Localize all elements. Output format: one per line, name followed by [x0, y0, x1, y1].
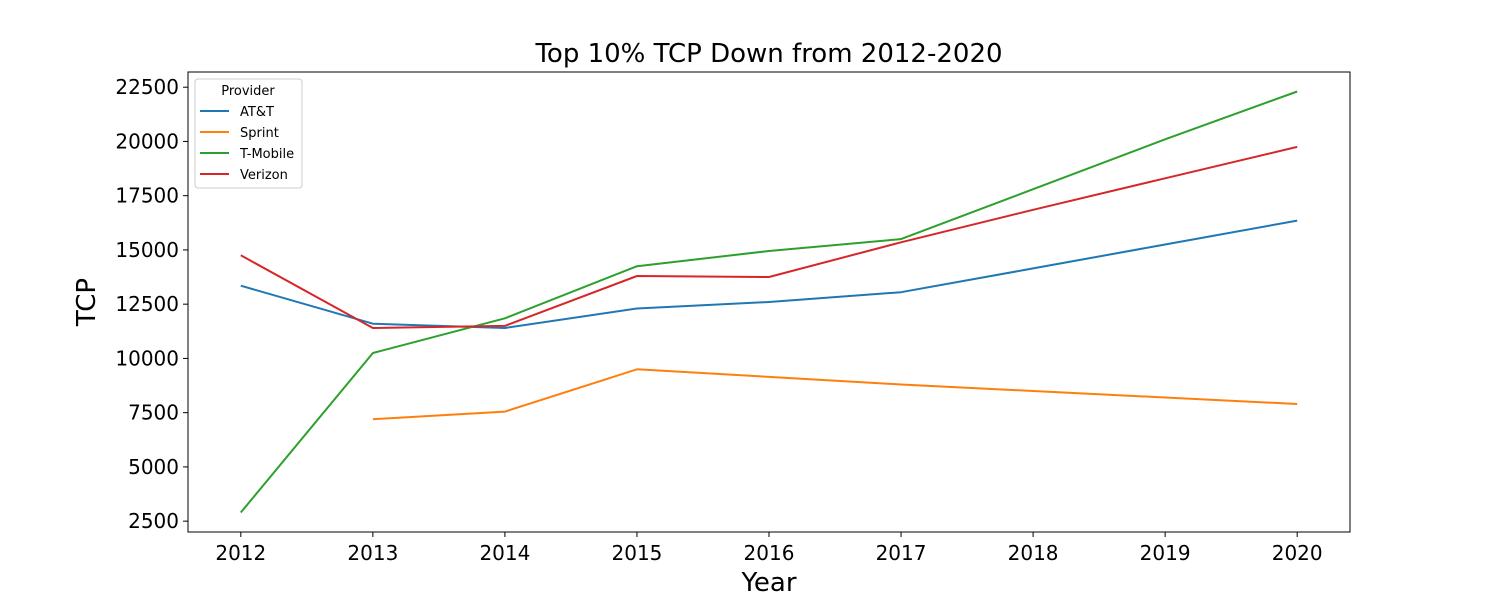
y-axis-title: TCP: [72, 278, 102, 327]
y-axis-ticks: 2500 5000 7500 10000 12500 15000 17500 20000 225…: [115, 75, 188, 533]
x-tick-label: 2018: [1008, 541, 1059, 565]
x-tick-label: 2020: [1272, 541, 1323, 565]
x-tick-label: 2013: [347, 541, 398, 565]
y-tick-label: 22500: [115, 75, 179, 99]
series-line-sprint: [372, 368, 1298, 421]
y-tick-label: 2500: [128, 509, 179, 533]
y-tick-label: 15000: [115, 238, 179, 262]
x-tick-label: 2017: [876, 541, 927, 565]
chart-title: Top 10% TCP Down from 2012-2020: [534, 39, 1002, 69]
legend-label: Sprint: [240, 126, 279, 141]
x-axis-ticks: 2012 2013 2014 2015 2016 2017 2018 2019 2020: [215, 532, 1323, 565]
plot-lines: [240, 90, 1298, 514]
y-tick-label: 7500: [128, 401, 179, 425]
y-tick-label: 12500: [115, 292, 179, 316]
legend: Provider AT&T Sprint T-Mobile Verizon: [194, 78, 303, 189]
y-tick-label: 10000: [115, 346, 179, 370]
series-line-verizon: [240, 145, 1298, 329]
y-tick-label: 17500: [115, 184, 179, 208]
x-tick-label: 2014: [479, 541, 530, 565]
legend-label: Verizon: [240, 168, 288, 183]
legend-items: AT&T Sprint T-Mobile Verizon: [200, 105, 294, 183]
x-tick-label: 2016: [744, 541, 795, 565]
legend-label: AT&T: [240, 105, 274, 120]
series-line-at-t: [240, 219, 1298, 329]
y-tick-label: 5000: [128, 455, 179, 479]
legend-box: [194, 78, 303, 189]
x-tick-label: 2012: [215, 541, 266, 565]
x-axis-title: Year: [740, 568, 796, 598]
legend-title: Provider: [221, 84, 275, 99]
x-tick-label: 2015: [612, 541, 663, 565]
y-tick-label: 20000: [115, 129, 179, 153]
legend-label: T-Mobile: [239, 147, 294, 162]
series-line-t-mobile: [240, 90, 1298, 514]
x-tick-label: 2019: [1140, 541, 1191, 565]
